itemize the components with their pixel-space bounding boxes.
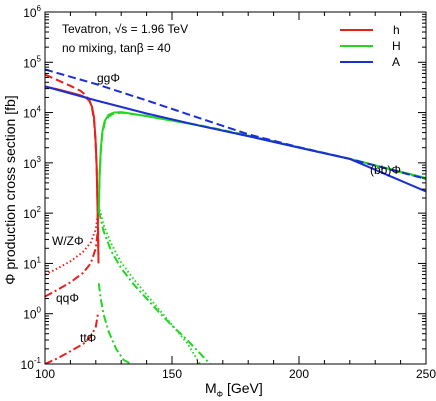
y-tick-label: 101 [23,255,41,271]
info-line-1: Tevatron, √s = 1.96 TeV [62,22,188,36]
legend: h H A [340,23,401,69]
x-tick-label: 200 [289,367,309,381]
y-tick-label: 10-1 [21,356,42,372]
series-h-qq [45,226,100,298]
series-h-tt [45,311,100,364]
info-line-2: no mixing, tanβ = 40 [62,41,171,55]
legend-label-H: H [392,39,401,53]
x-tick-label: 100 [35,367,55,381]
y-tick-label: 104 [23,105,41,121]
y-axis-title: Φ production cross section [fb] [2,95,18,284]
plot-frame [44,11,427,365]
y-tick-label: 103 [23,155,41,171]
annotation-qqPhi: qqΦ [56,291,79,305]
y-tick-label: 100 [23,306,41,322]
series-H-wz [97,205,201,364]
legend-label-h: h [393,23,400,37]
y-tick-label: 102 [23,205,41,221]
series-H-qq [97,210,211,364]
series-h-wz [45,210,100,276]
x-tick-label: 250 [416,367,436,381]
annotation-ggPhi: ggΦ [97,71,120,85]
x-tick-labels: 100 150 200 250 [35,367,436,381]
annotation-WZPhi: W/ZΦ [52,234,84,248]
series-A-bb [45,85,426,193]
series-layer [45,68,426,364]
y-tick-labels: 10-1 100 101 102 103 104 105 106 [21,4,42,372]
x-axis-title: MΦ [GeV] [205,380,263,399]
y-tick-label: 106 [23,4,41,20]
annotation-ttPhi: ttΦ [80,331,96,345]
y-tick-label: 105 [23,54,41,70]
legend-label-A: A [392,55,400,69]
ticks-layer [44,11,427,365]
series-h-gg [45,73,100,255]
series-A-gg [45,68,426,180]
x-tick-label: 150 [162,367,182,381]
annotation-bbPhi: (bb)Φ [370,163,401,177]
series-H-tt [97,283,132,364]
